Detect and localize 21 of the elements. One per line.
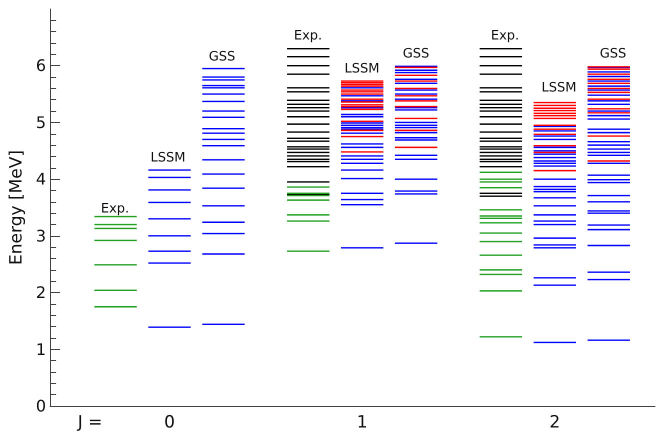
annotation: Exp. xyxy=(100,202,130,216)
y-tick-label: 3 xyxy=(36,226,46,246)
y-tick-label: 4 xyxy=(36,170,46,189)
y-tick-label: 5 xyxy=(36,112,46,132)
y-tick-label: 6 xyxy=(36,56,46,76)
annotation: Exp. xyxy=(490,28,520,44)
annotation: LSSM xyxy=(344,62,380,76)
y-tick-label: 0 xyxy=(36,396,46,416)
x-tick-label: 1 xyxy=(356,412,368,431)
y-tick-label: 2 xyxy=(36,283,46,302)
annotation: GSS xyxy=(600,46,626,62)
annotation: LSSM xyxy=(542,80,576,96)
y-axis-title: Energy [MeV] xyxy=(6,150,26,265)
x-axis-title: J = xyxy=(76,412,102,431)
x-tick-label: 0 xyxy=(164,412,175,431)
annotation: LSSM xyxy=(150,150,186,166)
annotation: GSS xyxy=(208,50,236,64)
x-tick-label: 2 xyxy=(549,412,560,431)
y-tick-label: 1 xyxy=(36,340,46,359)
annotation: Exp. xyxy=(294,28,322,44)
annotation: GSS xyxy=(402,46,430,62)
